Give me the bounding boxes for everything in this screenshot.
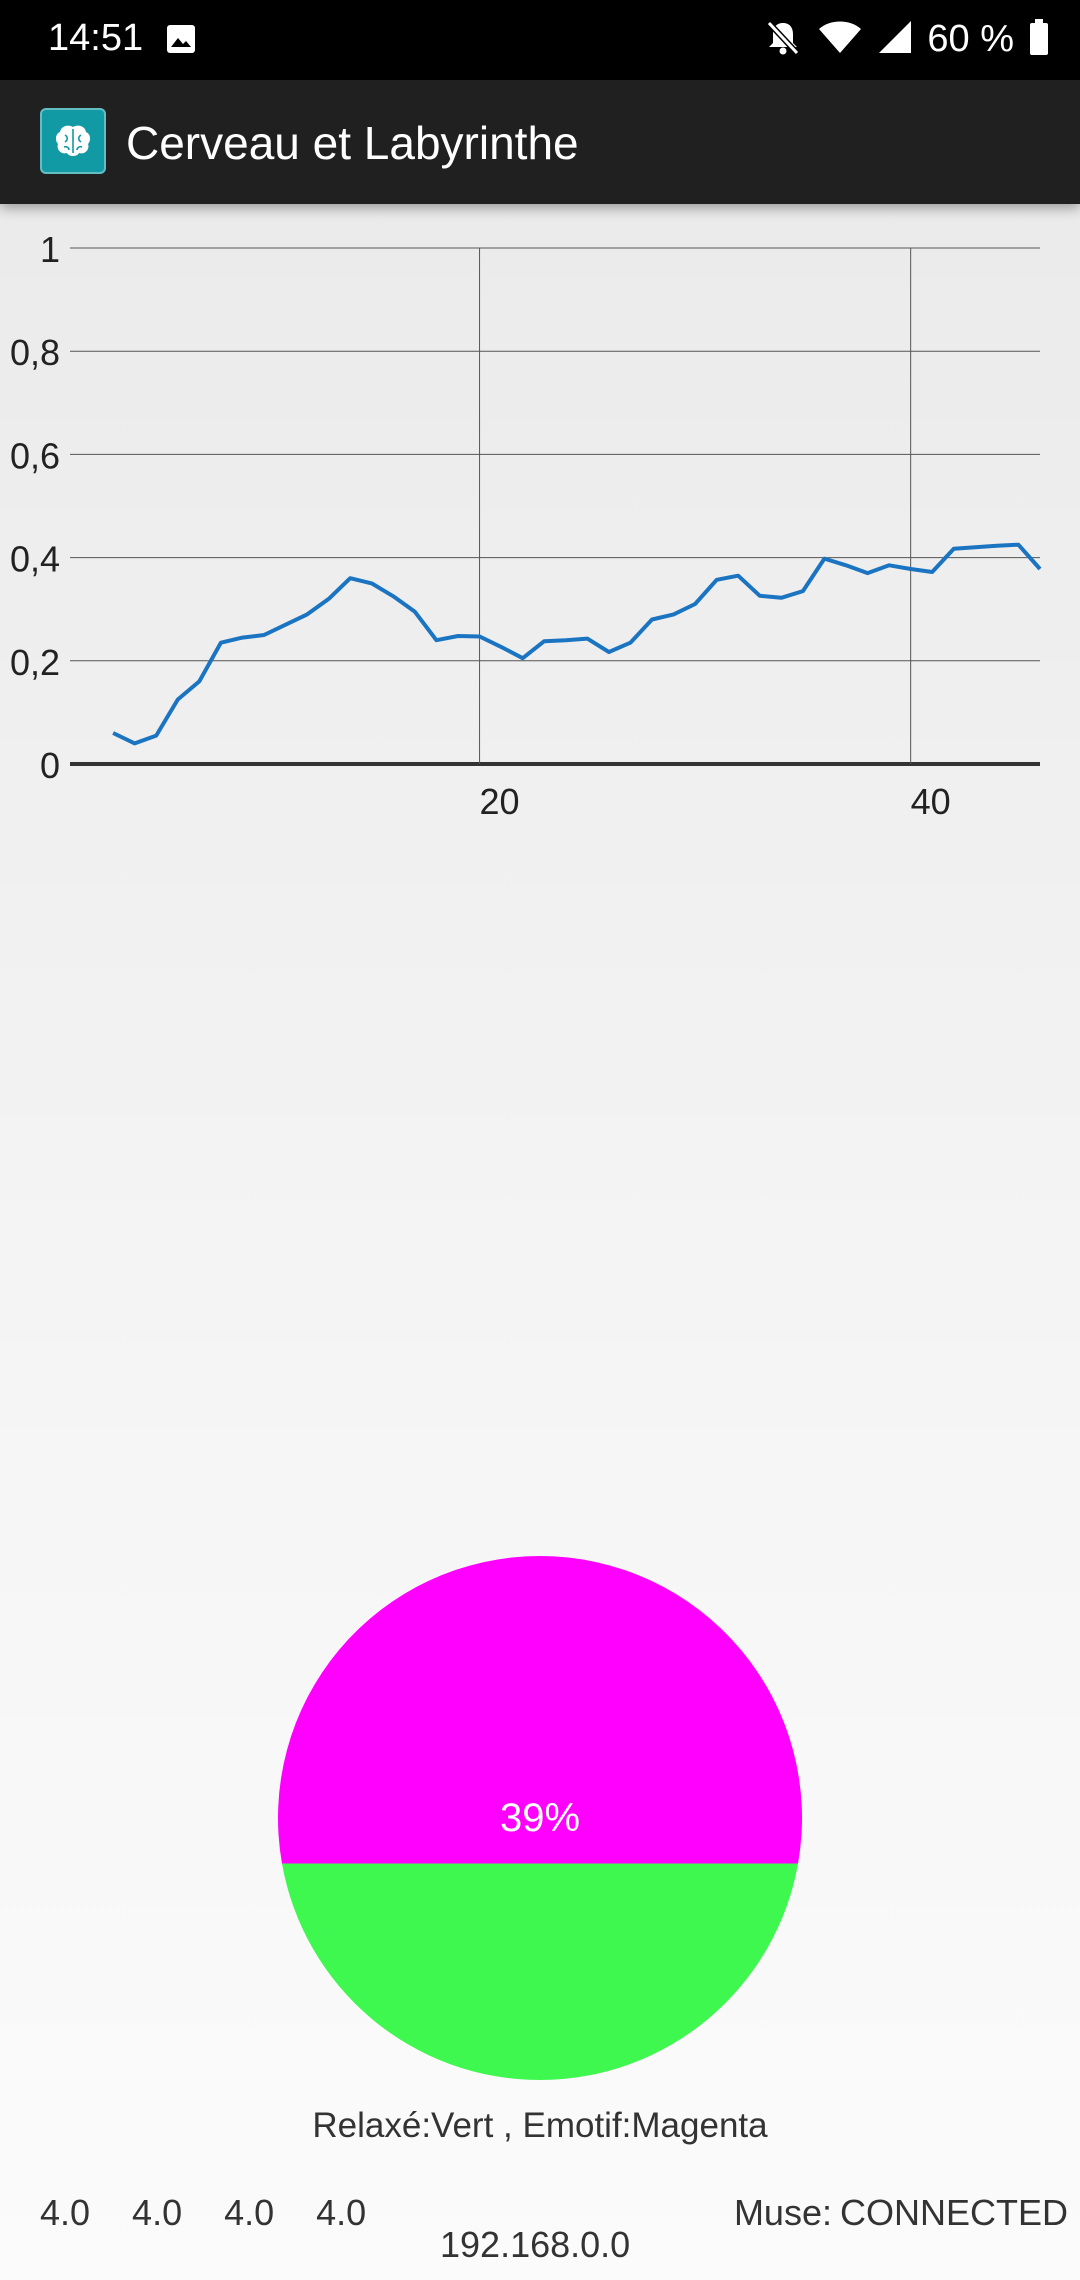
line-chart: 0 0,2 0,4 0,6 0,8 1 20 40 bbox=[0, 204, 1080, 884]
ip-address: 192.168.0.0 bbox=[440, 2224, 631, 2265]
wifi-icon bbox=[817, 17, 863, 62]
value-readout: 4.0 bbox=[40, 2192, 91, 2233]
muse-connection-status: CONNECTED bbox=[839, 2192, 1068, 2233]
line-chart-svg: 0 0,2 0,4 0,6 0,8 1 20 40 bbox=[10, 229, 1042, 822]
value-readouts: 4.0 4.0 4.0 4.0 bbox=[40, 2192, 366, 2234]
bell-off-icon bbox=[763, 17, 803, 62]
battery-percent: 60 % bbox=[927, 17, 1014, 60]
brain-icon bbox=[40, 108, 106, 174]
value-readout: 4.0 bbox=[316, 2192, 367, 2233]
pie-slice-emotif bbox=[278, 1556, 802, 1864]
x-tick-label: 20 bbox=[480, 781, 520, 822]
image-icon bbox=[166, 24, 196, 59]
y-tick-label: 0,8 bbox=[10, 332, 60, 373]
status-time: 14:51 bbox=[48, 17, 144, 59]
value-readout: 4.0 bbox=[224, 2192, 275, 2233]
pie-chart-svg bbox=[278, 1556, 802, 2080]
signal-icon bbox=[877, 17, 913, 62]
pie-slice-relaxe bbox=[281, 1863, 799, 2080]
y-tick-label: 0,4 bbox=[10, 539, 60, 580]
status-bar: 14:51 60 % bbox=[0, 0, 1080, 80]
y-tick-label: 0,6 bbox=[10, 435, 60, 476]
muse-status: Muse: CONNECTED bbox=[734, 2192, 1068, 2234]
series-line bbox=[112, 542, 1042, 746]
y-tick-label: 1 bbox=[40, 229, 60, 270]
status-icons: 60 % bbox=[763, 14, 1050, 64]
muse-label: Muse: bbox=[733, 2192, 832, 2233]
x-tick-label: 40 bbox=[911, 781, 951, 822]
app-bar: Cerveau et Labyrinthe bbox=[0, 80, 1080, 204]
value-readout: 4.0 bbox=[132, 2192, 183, 2233]
app-title: Cerveau et Labyrinthe bbox=[126, 117, 579, 169]
pie-percent-label: 39% bbox=[499, 1795, 581, 1840]
battery-icon bbox=[1028, 17, 1050, 62]
y-tick-label: 0,2 bbox=[10, 642, 60, 683]
pie-chart: 39% bbox=[278, 1556, 802, 2080]
y-tick-label: 0 bbox=[40, 745, 60, 786]
legend-text: Relaxé:Vert , Emotif:Magenta bbox=[312, 2106, 768, 2145]
